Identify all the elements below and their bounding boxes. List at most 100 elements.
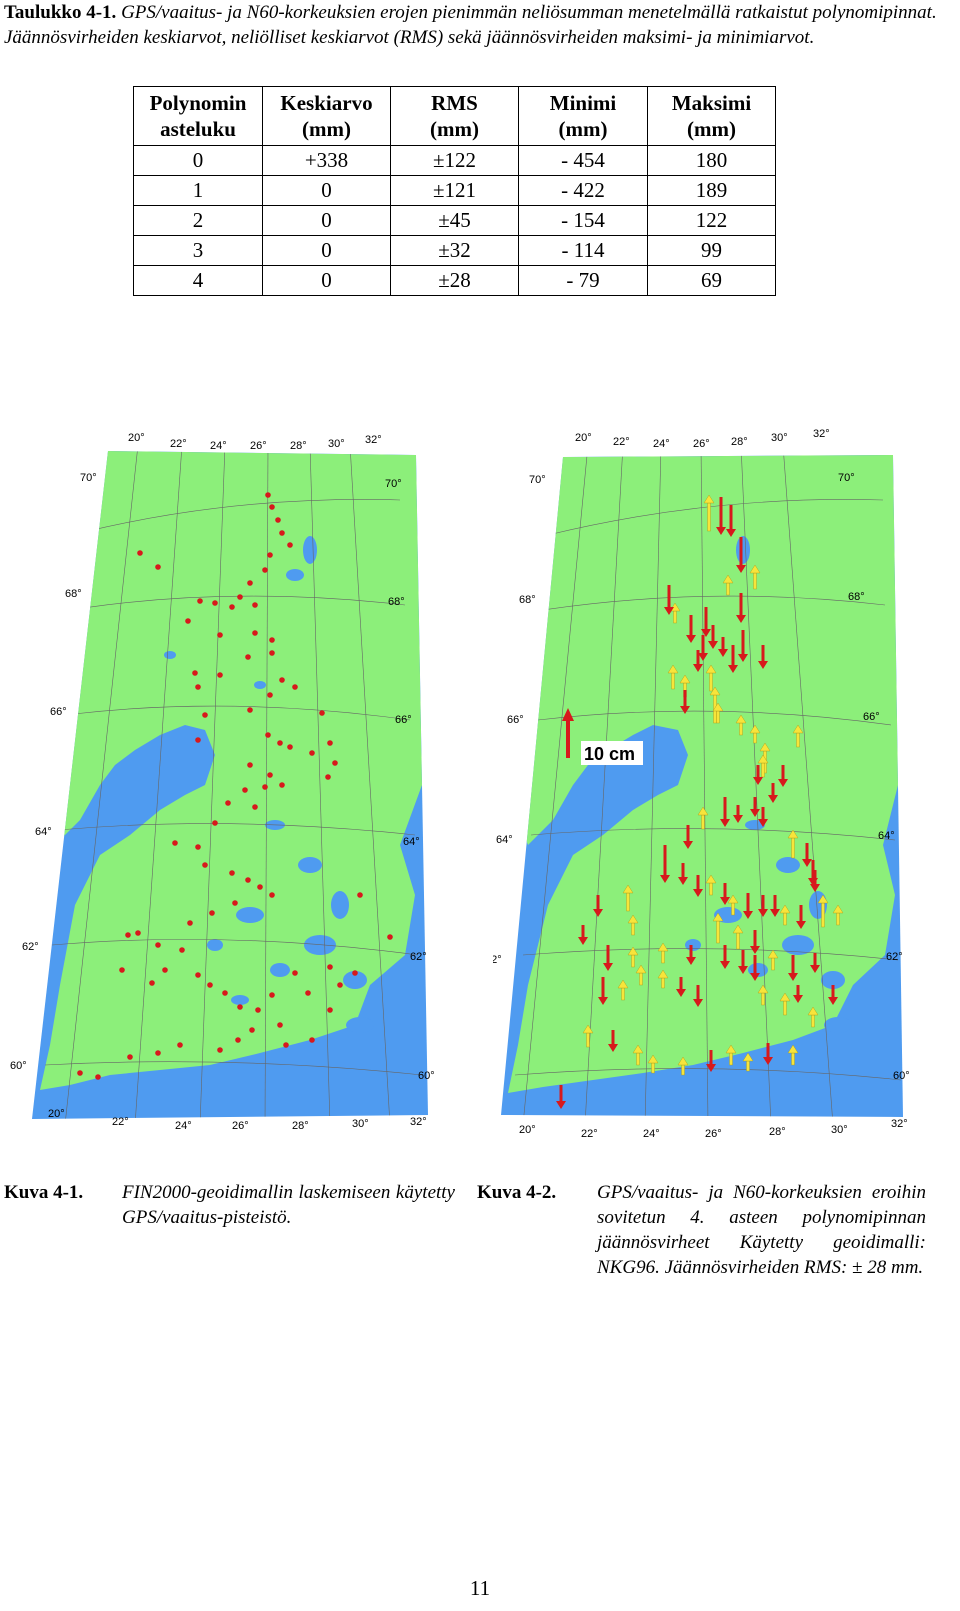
residual-arrow-up — [677, 1056, 689, 1076]
residual-arrow-down — [676, 977, 686, 997]
gps-point — [319, 710, 325, 716]
gps-point — [95, 1074, 101, 1080]
lon-label: 24° — [175, 1120, 192, 1132]
residual-arrow-down — [736, 537, 746, 573]
gps-point — [185, 618, 191, 624]
gps-point — [287, 542, 293, 548]
gps-point — [192, 670, 198, 676]
lon-label: 30° — [328, 438, 345, 450]
residual-arrow-up — [749, 564, 761, 590]
residual-arrow-down — [556, 1085, 566, 1109]
residual-arrow-up — [757, 754, 769, 778]
lon-label: 30° — [352, 1118, 369, 1130]
residual-arrow-up — [712, 702, 724, 724]
residual-arrow-down — [680, 690, 690, 714]
header-min: Minimi (mm) — [518, 86, 648, 146]
gps-point — [357, 892, 363, 898]
residual-arrow-down — [750, 797, 760, 817]
lat-label: 62° — [410, 951, 427, 963]
gps-point — [229, 870, 235, 876]
lat-label: 66° — [863, 711, 880, 723]
gps-point — [127, 1054, 133, 1060]
lat-label: 66° — [395, 714, 412, 726]
residual-arrow-down — [802, 843, 812, 867]
gps-point — [195, 684, 201, 690]
residual-arrow-up — [627, 946, 639, 968]
gps-point — [262, 784, 268, 790]
gps-point — [217, 632, 223, 638]
residual-arrow-down — [750, 930, 760, 954]
gps-point — [155, 1050, 161, 1056]
header-max: Maksimi (mm) — [647, 86, 776, 146]
gps-point — [283, 1042, 289, 1048]
residual-arrow-down — [770, 895, 780, 917]
lon-label: 32° — [410, 1116, 427, 1128]
gps-point — [337, 982, 343, 988]
gps-point — [247, 762, 253, 768]
figure-caption-1: Kuva 4-1. FIN2000-geoidimallin laskemise… — [4, 1180, 457, 1228]
lon-label: 26° — [250, 440, 267, 452]
residual-arrow-down — [598, 977, 608, 1005]
lat-label: 68° — [65, 588, 82, 600]
gps-point — [287, 744, 293, 750]
residual-arrow-down — [678, 863, 688, 885]
figure-caption-text: FIN2000-geoidimallin laskemiseen käytett… — [122, 1182, 455, 1228]
table-caption-text: GPS/vaaitus- ja N60-korkeuksien erojen p… — [4, 2, 937, 48]
gps-point — [245, 654, 251, 660]
residual-arrow-down — [603, 945, 613, 971]
lon-label: 24° — [643, 1128, 660, 1140]
lon-label: 20° — [575, 432, 592, 444]
residual-arrow-down — [716, 497, 726, 535]
gps-point — [352, 970, 358, 976]
residual-arrow-up — [807, 1006, 819, 1028]
scale-label: 10 cm — [584, 744, 635, 764]
lat-label: 60° — [893, 1070, 910, 1082]
residual-arrow-down — [758, 645, 768, 669]
gps-point — [252, 630, 258, 636]
gps-point — [247, 707, 253, 713]
residual-arrow-up — [722, 574, 734, 596]
residual-arrow-down — [693, 985, 703, 1007]
header-degree: Polynomin asteluku — [133, 86, 263, 146]
gps-point — [179, 947, 185, 953]
lat-label: 62° — [493, 954, 502, 966]
residual-arrow-up — [582, 1024, 594, 1048]
table-row: 0 +338 ±122- 454 180 — [133, 145, 776, 176]
gps-point — [257, 884, 263, 890]
table-row: 4 0 ±28- 79 69 — [133, 265, 776, 296]
residual-arrow-down — [720, 945, 730, 969]
residual-arrow-down — [664, 585, 674, 615]
residual-arrow-up — [767, 949, 779, 971]
residual-arrow-up — [787, 829, 799, 859]
gps-point — [149, 980, 155, 986]
lon-label: 20° — [519, 1124, 536, 1136]
residual-arrow-down — [796, 905, 806, 929]
residual-arrow-down — [660, 845, 670, 883]
residual-arrow-down — [758, 807, 768, 827]
gps-point — [229, 604, 235, 610]
residual-arrow-down — [726, 505, 736, 537]
lon-label: 20° — [128, 432, 145, 444]
lon-label: 22° — [170, 438, 187, 450]
gps-point — [119, 967, 125, 973]
residual-arrow-up — [779, 904, 791, 926]
gps-point — [292, 970, 298, 976]
gps-point — [177, 1042, 183, 1048]
residual-arrow-up — [667, 664, 679, 690]
lat-label: 60° — [493, 1072, 494, 1084]
residual-arrow-up — [727, 894, 739, 916]
gps-point — [327, 1007, 333, 1013]
lat-label: 64° — [878, 830, 895, 842]
lon-label: 22° — [112, 1116, 129, 1128]
figure-caption-label: Kuva 4-1. — [4, 1182, 84, 1203]
residual-arrow-down — [810, 953, 820, 973]
gps-point — [212, 600, 218, 606]
residual-arrow-down — [743, 893, 753, 919]
gps-point — [195, 972, 201, 978]
residual-arrow-down — [728, 645, 738, 673]
map-residuals: 20° 22° 24° 26° 28° 30° 32° 70° 70° 68° … — [493, 425, 928, 1145]
graticule — [44, 451, 423, 1119]
gps-point — [187, 920, 193, 926]
lon-label: 22° — [613, 436, 630, 448]
residual-arrow-up — [757, 984, 769, 1006]
